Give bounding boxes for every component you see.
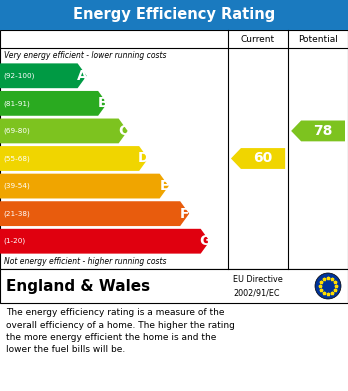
Circle shape [315,273,341,299]
Text: (55-68): (55-68) [3,155,30,162]
Text: A: A [77,69,87,83]
Bar [0,269,348,303]
Text: Current: Current [241,34,275,43]
Text: Very energy efficient - lower running costs: Very energy efficient - lower running co… [4,50,166,59]
Text: D: D [138,151,149,165]
Polygon shape [0,91,107,116]
Text: The energy efficiency rating is a measure of the
overall efficiency of a home. T: The energy efficiency rating is a measur… [6,308,235,355]
Text: 78: 78 [314,124,333,138]
Bar [0,303,348,391]
Text: England & Wales: England & Wales [6,278,150,294]
Polygon shape [291,120,345,142]
Text: (81-91): (81-91) [3,100,30,107]
Polygon shape [0,201,189,226]
Polygon shape [0,146,148,171]
Text: Potential: Potential [298,34,338,43]
Text: C: C [118,124,128,138]
Text: EU Directive: EU Directive [233,275,283,284]
Text: 2002/91/EC: 2002/91/EC [233,289,279,298]
Text: (39-54): (39-54) [3,183,30,189]
Text: F: F [180,206,189,221]
Polygon shape [0,118,128,143]
Text: (69-80): (69-80) [3,128,30,134]
Text: (1-20): (1-20) [3,238,25,244]
Bar [0,30,348,269]
Bar [0,0,348,30]
Text: (21-38): (21-38) [3,210,30,217]
Text: G: G [199,234,211,248]
Polygon shape [0,63,87,88]
Text: E: E [159,179,169,193]
Polygon shape [231,148,285,169]
Text: Not energy efficient - higher running costs: Not energy efficient - higher running co… [4,258,166,267]
Polygon shape [0,229,210,254]
Text: 60: 60 [253,151,273,165]
Text: Energy Efficiency Rating: Energy Efficiency Rating [73,7,275,23]
Text: (92-100): (92-100) [3,73,34,79]
Text: B: B [97,96,108,110]
Polygon shape [0,174,169,199]
